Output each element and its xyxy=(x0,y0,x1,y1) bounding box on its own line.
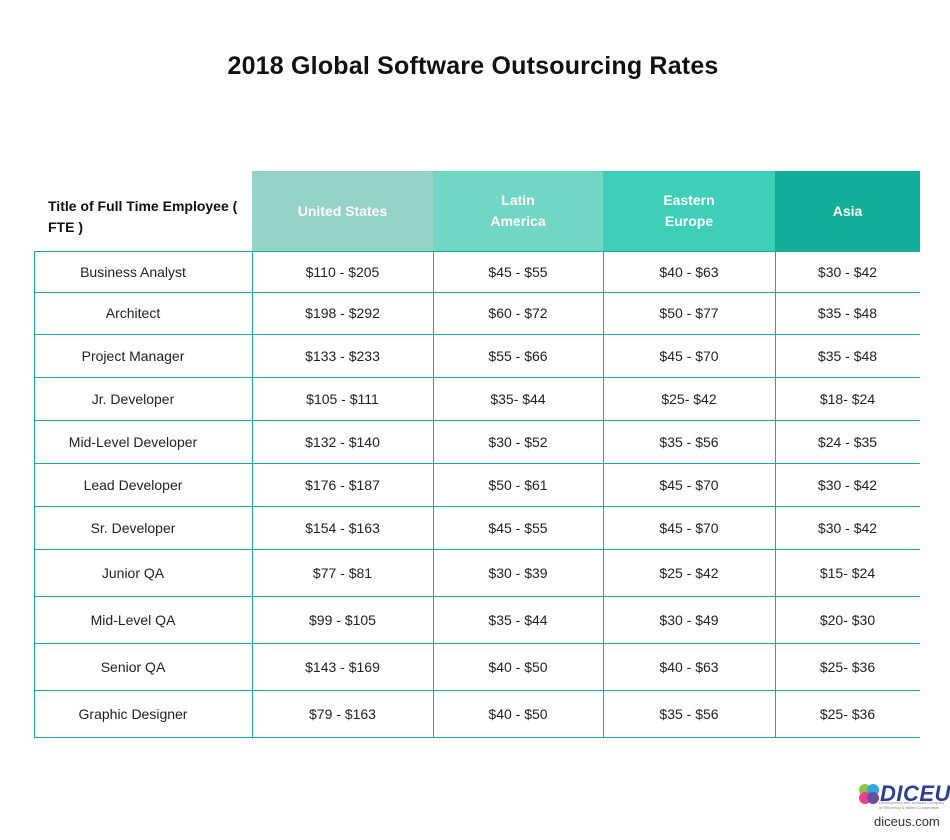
rate-value: $40 - $63 xyxy=(659,658,719,675)
role-name: Lead Developer xyxy=(83,476,183,493)
role-name: Sr. Developer xyxy=(90,519,176,536)
rate-value: $176 - $187 xyxy=(305,476,380,493)
rate-value: $35 - $48 xyxy=(817,305,878,321)
rate-value: $60 - $72 xyxy=(488,305,548,321)
rate-value: $45 - $55 xyxy=(488,519,548,536)
chart-title: 2018 Global Software Outsourcing Rates xyxy=(227,52,719,80)
rate-value: $79 - $163 xyxy=(309,705,376,722)
rate-value: $30 - $42 xyxy=(817,476,878,493)
role-name: Junior QA xyxy=(101,564,165,581)
row-divider xyxy=(34,463,920,464)
rate-value: $35 - $44 xyxy=(488,611,548,628)
rate-value: $24 - $35 xyxy=(817,433,878,450)
region-header: Eastern Europe xyxy=(603,171,775,251)
column-divider xyxy=(775,251,776,738)
rate-value: $15- $24 xyxy=(819,564,876,581)
region-header-label: Eastern Europe xyxy=(663,192,715,229)
role-name: Senior QA xyxy=(100,658,166,675)
row-divider xyxy=(34,377,920,378)
row-header-label: Title of Full Time Employee ( FTE ) xyxy=(48,198,238,235)
rate-value: $40 - $63 xyxy=(659,263,719,280)
region-header-label: United States xyxy=(297,202,388,219)
diceus-logo-icon xyxy=(859,784,879,804)
rate-value: $30 - $49 xyxy=(659,611,719,628)
rate-value: $45 - $70 xyxy=(659,476,719,493)
column-divider xyxy=(433,251,434,738)
rate-value: $30 - $52 xyxy=(488,433,548,450)
logo-petal-purple xyxy=(867,792,879,804)
rate-value: $35- $44 xyxy=(490,390,546,407)
rate-value: $18- $24 xyxy=(819,390,876,407)
rate-value: $35 - $56 xyxy=(659,433,719,450)
rate-value: $40 - $50 xyxy=(488,705,548,722)
column-divider xyxy=(603,251,604,738)
role-name: Project Manager xyxy=(81,347,185,364)
rate-value: $25- $36 xyxy=(819,658,876,675)
row-divider xyxy=(34,549,920,550)
role-name: Mid-Level Developer xyxy=(68,433,198,450)
rate-value: $25- $42 xyxy=(661,390,717,407)
region-header: United States xyxy=(252,171,433,251)
region-header-label: Asia xyxy=(832,202,863,219)
rate-value: $132 - $140 xyxy=(305,433,380,450)
row-divider xyxy=(34,690,920,691)
rate-value: $133 - $233 xyxy=(305,347,380,364)
rate-value: $30 - $42 xyxy=(817,263,878,280)
logo-url[interactable]: diceus.com xyxy=(874,814,940,829)
rate-value: $45 - $70 xyxy=(659,519,719,536)
row-divider xyxy=(34,251,920,252)
row-divider xyxy=(34,737,920,738)
rate-value: $50 - $77 xyxy=(659,305,719,321)
role-name: Mid-Level QA xyxy=(90,611,176,628)
rate-value: $40 - $50 xyxy=(488,658,548,675)
role-name: Business Analyst xyxy=(80,263,186,280)
rate-value: $20- $30 xyxy=(819,611,876,628)
row-divider xyxy=(34,506,920,507)
rate-value: $110 - $205 xyxy=(305,263,380,280)
region-header: Asia xyxy=(775,171,920,251)
rate-value: $105 - $111 xyxy=(306,390,379,407)
column-divider xyxy=(252,251,253,738)
rate-value: $35 - $48 xyxy=(817,347,878,364)
row-divider xyxy=(34,292,920,293)
rate-value: $30 - $42 xyxy=(817,519,878,536)
rate-value: $143 - $169 xyxy=(305,658,380,675)
row-divider xyxy=(34,596,920,597)
column-divider xyxy=(34,251,35,738)
row-divider xyxy=(34,420,920,421)
rate-value: $55 - $66 xyxy=(488,347,548,364)
rate-value: $25- $36 xyxy=(819,705,876,722)
region-header: Latin America xyxy=(433,171,603,251)
row-divider xyxy=(34,643,920,644)
rate-value: $154 - $163 xyxy=(305,519,380,536)
role-name: Architect xyxy=(105,305,161,321)
rate-value: $45 - $70 xyxy=(659,347,719,364)
rate-value: $198 - $292 xyxy=(305,305,380,321)
role-name: Jr. Developer xyxy=(91,390,175,407)
rate-value: $25 - $42 xyxy=(659,564,719,581)
rate-value: $30 - $39 xyxy=(488,564,548,581)
logo-wordmark: DICEUS xyxy=(880,781,950,806)
row-divider xyxy=(34,334,920,335)
role-name: Graphic Designer xyxy=(78,705,188,722)
rate-value: $77 - $81 xyxy=(312,564,373,581)
rate-value: $99 - $105 xyxy=(309,611,376,628)
rate-value: $50 - $61 xyxy=(488,476,548,493)
rate-value: $45 - $55 xyxy=(488,263,548,280)
logo-tagline: Development and services Company of Effi… xyxy=(879,800,945,810)
rate-value: $35 - $56 xyxy=(659,705,719,722)
region-header-label: Latin America xyxy=(490,192,546,229)
